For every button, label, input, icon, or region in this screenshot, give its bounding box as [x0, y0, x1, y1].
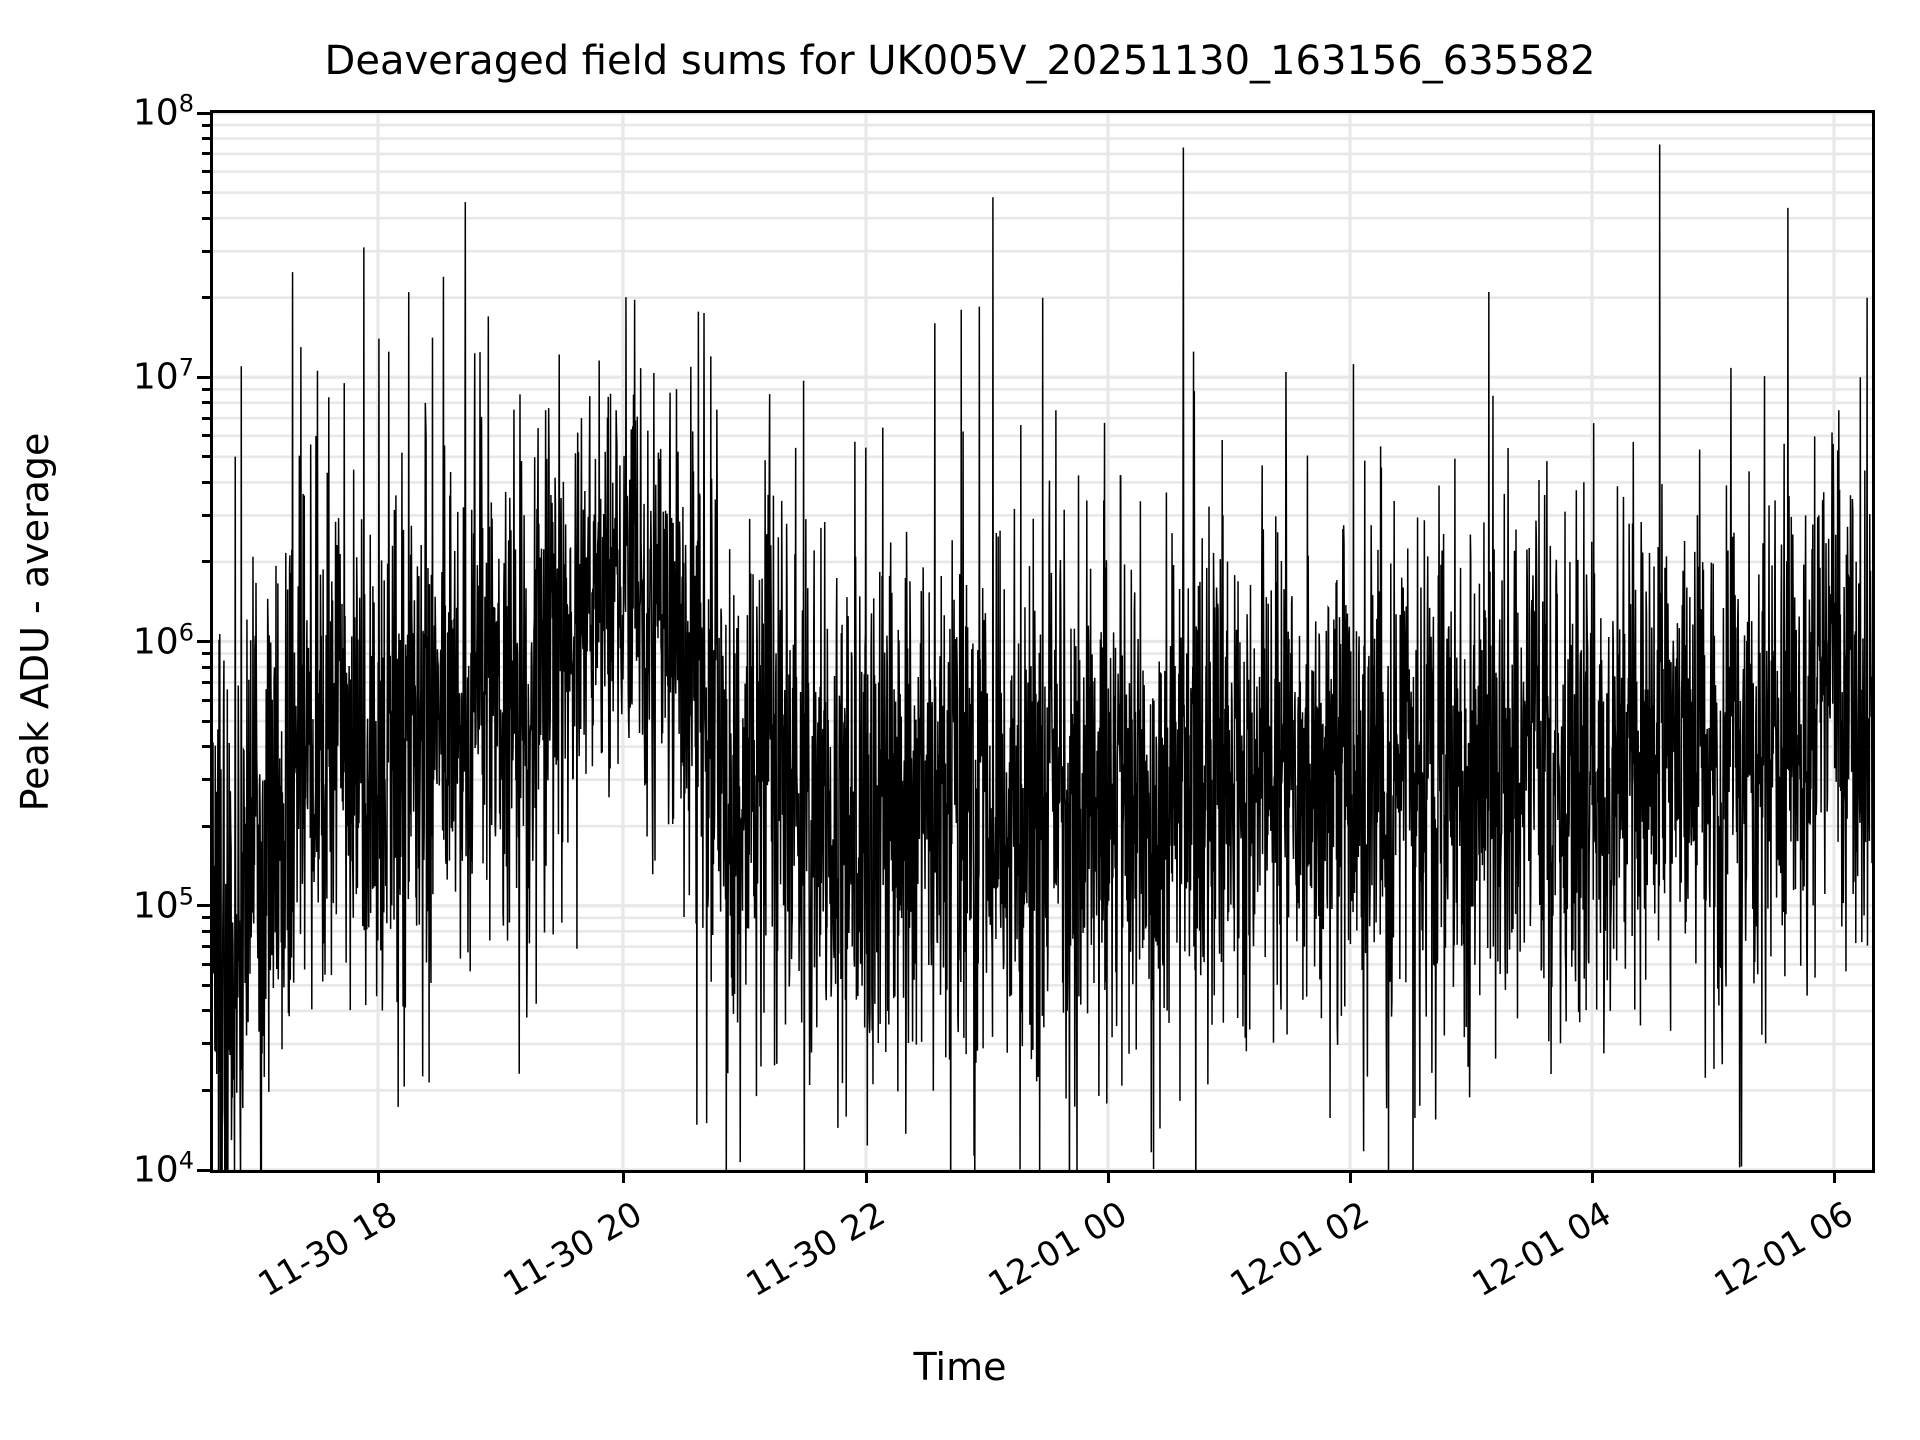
y-tick-minor: [202, 652, 210, 656]
x-tick-label: 11-30 22: [739, 1194, 892, 1306]
y-tick-minor: [202, 152, 210, 156]
y-tick-minor: [202, 778, 210, 782]
x-tick-mark: [865, 1170, 868, 1183]
y-tick-label: 108: [132, 89, 194, 134]
y-tick-minor: [202, 929, 210, 933]
x-tick-mark: [377, 1170, 380, 1183]
y-tick-minor: [202, 416, 210, 420]
y-tick-minor: [202, 962, 210, 966]
y-tick-minor: [202, 216, 210, 220]
y-tick-minor: [202, 745, 210, 749]
x-axis-title: Time: [913, 1345, 1007, 1389]
y-tick-label: 107: [132, 353, 194, 398]
y-tick-minor: [202, 698, 210, 702]
y-tick-minor: [202, 170, 210, 174]
y-tick-minor: [202, 665, 210, 669]
y-tick-minor: [202, 1042, 210, 1046]
y-tick-minor: [202, 137, 210, 141]
y-tick-label: 106: [132, 618, 194, 662]
x-tick-label: 11-30 18: [251, 1194, 404, 1306]
x-tick-label: 12-01 00: [981, 1194, 1134, 1306]
x-tick-mark: [1107, 1170, 1110, 1183]
y-tick-major: [197, 1168, 210, 1172]
x-tick-label: 12-01 04: [1465, 1194, 1618, 1306]
x-tick-label: 12-01 06: [1707, 1194, 1860, 1306]
y-tick-minor: [202, 480, 210, 484]
page-title: Deaveraged field sums for UK005V_2025113…: [324, 38, 1596, 84]
y-tick-minor: [202, 513, 210, 517]
plot-area: [210, 110, 1875, 1173]
x-tick-mark: [1349, 1170, 1352, 1183]
x-tick-label: 12-01 02: [1223, 1194, 1376, 1306]
x-tick-mark: [1591, 1170, 1594, 1183]
y-tick-minor: [202, 560, 210, 564]
y-tick-minor: [202, 680, 210, 684]
y-tick-minor: [202, 249, 210, 253]
y-tick-major: [197, 375, 210, 379]
y-tick-major: [197, 904, 210, 908]
y-tick-minor: [202, 296, 210, 300]
y-tick-major: [197, 111, 210, 115]
data-series-line: [213, 113, 1872, 1170]
y-tick-minor: [202, 123, 210, 127]
y-tick-minor: [202, 387, 210, 391]
y-tick-minor: [202, 191, 210, 195]
x-tick-label: 11-30 20: [496, 1194, 649, 1306]
y-tick-minor: [202, 455, 210, 459]
y-tick-minor: [202, 1088, 210, 1092]
y-tick-label: 105: [132, 882, 194, 927]
y-axis-title: Peak ADU - average: [13, 432, 57, 812]
y-tick-minor: [202, 719, 210, 723]
y-tick-minor: [202, 824, 210, 828]
y-tick-label: 104: [132, 1146, 194, 1191]
y-tick-minor: [202, 1009, 210, 1013]
y-tick-minor: [202, 945, 210, 949]
y-tick-major: [197, 640, 210, 643]
y-tick-minor: [202, 916, 210, 920]
x-tick-mark: [622, 1170, 625, 1183]
x-tick-mark: [1833, 1170, 1836, 1183]
y-tick-minor: [202, 401, 210, 405]
y-tick-minor: [202, 434, 210, 438]
y-tick-minor: [202, 983, 210, 987]
